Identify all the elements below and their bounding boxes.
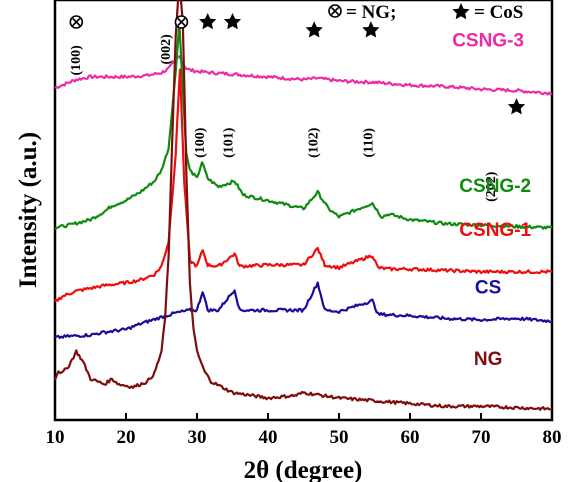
series-line-csng-2 (54, 20, 553, 231)
cos-star-marker (362, 21, 380, 38)
peak-annotations: (100) (002) (100) (101) (102) (110) (202) (69, 34, 499, 202)
x-tick-label: 60 (401, 427, 420, 448)
series-label-csng-1: CSNG-1 (459, 220, 531, 241)
peak-index-label: (100) (69, 45, 84, 76)
x-tick-label: 50 (330, 427, 349, 448)
series-label-csng-2: CSNG-2 (459, 176, 531, 197)
x-axis-title: 2θ (degree) (244, 457, 363, 482)
x-tick-label: 70 (472, 427, 491, 448)
cos-legend-symbol (452, 3, 470, 20)
cos-star-marker (223, 13, 242, 30)
series-line-csng-3 (54, 55, 553, 96)
series-labels: CSNG-3 CSNG-2 CSNG-1 CS NG (452, 31, 531, 370)
x-axis-ticks: 10 20 30 40 50 60 70 80 (46, 413, 562, 448)
peak-index-label: (110) (361, 128, 376, 158)
series-label-cs: CS (475, 278, 501, 299)
legend: = NG; = CoS (328, 2, 523, 23)
x-tick-label: 10 (46, 427, 65, 448)
ng-legend-label: = NG; (346, 2, 396, 23)
cos-legend-label: = CoS (474, 2, 523, 23)
series-label-csng-3: CSNG-3 (452, 31, 524, 52)
peak-index-label: (102) (307, 127, 322, 158)
plot-frame (53, 0, 554, 422)
ng-marker (69, 15, 84, 29)
cos-star-marker (199, 13, 217, 30)
ng-legend-symbol (328, 4, 342, 18)
series-line-csng-1 (54, 68, 553, 303)
peak-index-label: (100) (193, 127, 208, 158)
x-tick-label: 20 (117, 427, 136, 448)
cos-star-marker (305, 21, 323, 38)
phase-markers (69, 13, 526, 115)
cos-star-marker (507, 98, 526, 115)
peak-index-label: (202) (484, 171, 499, 202)
series-line-cs (54, 281, 553, 339)
peak-index-label: (101) (222, 127, 237, 158)
ng-marker (174, 15, 189, 29)
series-curves (53, 0, 553, 411)
peak-index-label: (002) (159, 34, 174, 65)
y-axis-title: Intensity (a.u.) (15, 132, 42, 288)
x-tick-label: 40 (259, 427, 278, 448)
x-tick-label: 30 (188, 427, 207, 448)
series-line-ng (53, 0, 553, 411)
series-label-ng: NG (474, 349, 503, 370)
x-tick-label: 80 (543, 427, 562, 448)
